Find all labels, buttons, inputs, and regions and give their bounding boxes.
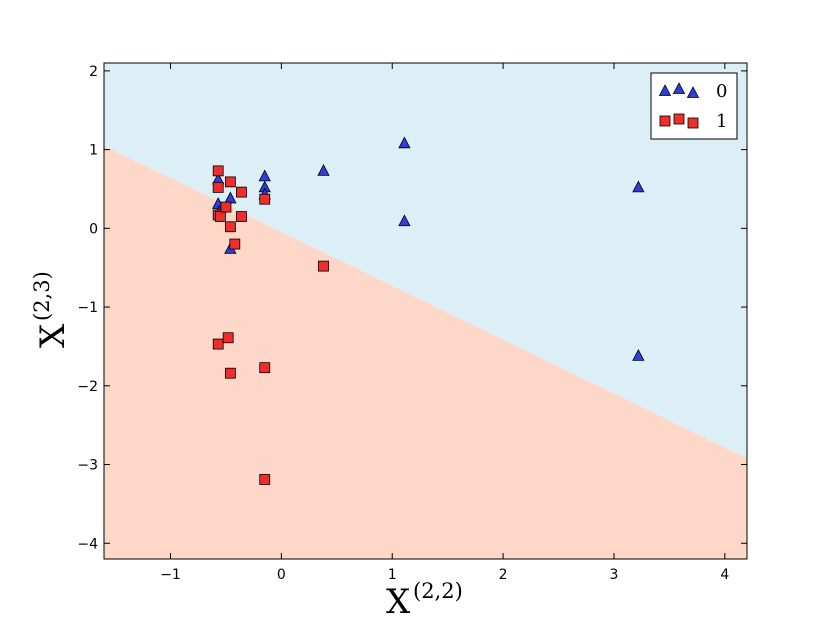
x-axis-label: X (2,2) [386,579,463,622]
point-series-0-9 [398,136,411,149]
legend-marker-series-1-0 [659,115,671,127]
legend: 0 1 [650,72,738,140]
legend-marker-series-0-2 [686,86,700,98]
point-series-1-15 [259,362,271,374]
x-axis-label-sup: (2,2) [413,579,463,603]
legend-label-series-1: 1 [716,111,727,132]
y-axis-label-base: X [33,323,73,348]
x-tick-label-1: 0 [277,567,286,583]
y-tick-label-1: −3 [77,458,98,474]
legend-marker-series-0-1 [672,82,686,94]
legend-markers-series-0 [658,82,700,98]
plot-frame [103,62,748,560]
point-series-0-11 [632,180,645,193]
data-points [212,136,645,485]
legend-marker-series-1-1 [673,113,685,125]
point-series-0-12 [632,349,645,361]
point-series-1-11 [318,260,329,272]
point-series-1-1 [212,181,224,193]
axis-ticks: −1 0 1 2 3 4 −4 −3 −2 −1 0 1 2 [77,63,747,583]
x-tick-label-4: 3 [610,567,619,583]
point-series-1-4 [220,201,232,213]
point-series-1-5 [224,176,236,188]
point-series-1-0 [212,165,224,177]
point-series-1-14 [224,367,236,379]
legend-markers-series-1 [659,113,699,129]
x-tick-label-0: −1 [160,567,181,583]
y-tick-label-6: 2 [89,64,98,80]
y-tick-label-4: 0 [89,221,98,237]
y-tick-label-3: −1 [77,300,98,316]
y-tick-label-5: 1 [89,143,98,159]
point-series-1-12 [212,338,224,350]
y-tick-label-0: −4 [77,536,98,552]
region-class-0 [104,63,747,459]
point-series-1-6 [224,221,236,233]
point-series-0-10 [398,214,411,227]
x-axis-label-base: X [386,582,411,622]
point-series-1-8 [236,186,247,198]
decision-regions [104,63,747,559]
x-tick-label-5: 4 [720,567,729,583]
x-tick-label-2: 1 [388,567,397,583]
legend-label-series-0: 0 [716,81,727,102]
point-series-1-10 [259,193,271,205]
point-series-1-3 [215,211,226,222]
point-series-1-13 [222,332,234,344]
y-tick-label-2: −2 [77,379,98,395]
legend-marker-series-1-2 [687,117,699,129]
point-series-1-16 [259,474,271,485]
point-series-1-7 [229,238,241,250]
y-axis-label-sup: (2,3) [30,271,54,321]
point-series-0-8 [317,163,330,176]
point-series-1-9 [236,211,247,222]
y-axis-label: X (2,3) [30,271,73,348]
legend-marker-series-0-0 [658,84,672,96]
x-tick-label-3: 2 [499,567,508,583]
region-class-1 [104,145,747,559]
